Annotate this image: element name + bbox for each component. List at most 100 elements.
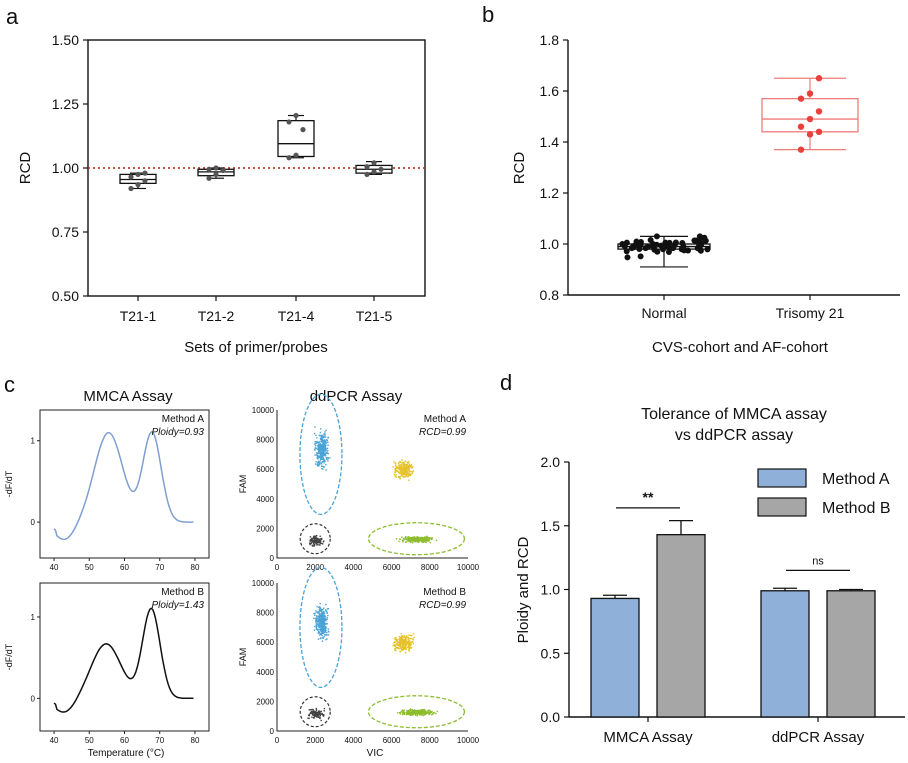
droplet-green (407, 540, 409, 543)
droplet-green (408, 538, 411, 540)
droplet-blue (327, 437, 329, 439)
droplet-yellow (402, 643, 404, 646)
droplet-green (415, 537, 417, 539)
droplet-blue (313, 629, 316, 631)
droplet-green (412, 539, 414, 542)
droplet-green (418, 713, 420, 715)
droplet-blue (327, 444, 329, 446)
droplet-yellow (405, 642, 408, 645)
droplet-yellow (409, 637, 411, 640)
droplet-yellow (403, 639, 405, 642)
droplet-blue (320, 618, 322, 621)
droplet-yellow (401, 475, 404, 477)
droplet-green (427, 712, 429, 714)
droplet-blue (322, 443, 325, 445)
mmca-y-tick-label: 1 (31, 437, 36, 446)
droplet-green (408, 709, 411, 711)
droplet-yellow (395, 639, 398, 641)
droplet-yellow (402, 467, 404, 469)
droplet-green (417, 709, 419, 712)
data-point-b (660, 244, 667, 251)
droplet-green (401, 709, 403, 711)
droplet-yellow (408, 474, 410, 476)
droplet-yellow (408, 647, 410, 649)
droplet-green (401, 536, 403, 538)
droplet-blue (327, 614, 329, 617)
droplet-blue (325, 630, 327, 632)
droplet-dark (311, 544, 313, 547)
droplet-blue (315, 620, 317, 622)
droplet-blue (324, 615, 327, 618)
mmca-stat-label: Ploidy=0.93 (151, 427, 204, 438)
droplet-green (403, 713, 405, 715)
data-point-b (653, 241, 660, 248)
gate-dark (299, 523, 331, 555)
droplet-dark (319, 541, 322, 543)
mmca-method-label: Method B (161, 587, 204, 598)
data-point-b (797, 95, 805, 102)
droplet-yellow (412, 641, 414, 643)
data-point-b (797, 123, 805, 130)
droplet-yellow (400, 470, 402, 472)
droplet-blue (324, 431, 326, 433)
droplet-green (407, 710, 410, 712)
x-axis-b: Normal Trisomy 21 (641, 295, 845, 321)
significance-label: ns (812, 555, 824, 567)
droplet-yellow (403, 474, 405, 476)
droplet-blue (316, 615, 318, 617)
droplet-yellow (410, 466, 412, 468)
droplet-blue (320, 435, 322, 437)
droplet-blue (317, 457, 319, 459)
droplet-blue (321, 460, 324, 463)
droplet-yellow (403, 472, 406, 474)
droplet-blue (320, 633, 322, 636)
droplet-blue (320, 624, 322, 626)
droplet-yellow (405, 470, 408, 472)
mmca-y-axis-label: -dF/dT (4, 470, 14, 497)
droplet-blue (327, 450, 329, 452)
droplet-green (422, 714, 424, 716)
droplet-blue (315, 623, 318, 625)
melt-curve-method-b (53, 607, 194, 713)
droplet-yellow (405, 471, 407, 473)
droplet-green (410, 539, 412, 541)
droplet-yellow (395, 470, 397, 472)
droplet-yellow (402, 464, 405, 466)
droplet-green (424, 540, 426, 543)
droplet-blue (326, 452, 329, 454)
droplet-blue (322, 629, 324, 632)
droplet-yellow (399, 648, 401, 650)
droplet-green (426, 539, 429, 541)
droplet-yellow (401, 640, 403, 642)
droplet-blue (317, 629, 319, 631)
ddpcr-y-axis-label: FAM (238, 648, 248, 667)
droplet-dark (313, 539, 315, 541)
droplet-yellow (400, 646, 402, 648)
droplet-yellow (405, 645, 407, 647)
droplet-green (421, 541, 423, 543)
droplet-yellow (412, 633, 415, 635)
panel-a: 0.500.751.001.251.50 T21-1 T21-2 T21-4 T21-… (17, 32, 426, 356)
droplet-blue (323, 631, 326, 633)
droplet-dark (318, 542, 320, 544)
droplet-blue (322, 612, 324, 614)
droplet-yellow (408, 464, 410, 467)
data-point-b (630, 243, 637, 250)
droplet-blue (326, 439, 328, 441)
droplet-dark (314, 537, 316, 540)
droplet-green (411, 541, 414, 544)
ddpcr-y-tick-label: 10000 (252, 579, 275, 588)
droplet-green (425, 712, 428, 715)
droplet-blue (319, 447, 321, 449)
droplet-dark (322, 715, 325, 717)
droplet-yellow (396, 470, 398, 473)
droplet-green (399, 713, 401, 715)
droplet-blue (315, 626, 318, 628)
droplet-dark (310, 710, 313, 713)
droplet-green (409, 540, 412, 542)
droplet-blue (325, 452, 327, 454)
droplet-blue (322, 611, 324, 613)
droplet-dark (311, 712, 313, 714)
droplet-blue (316, 454, 318, 456)
droplet-green (429, 712, 431, 714)
